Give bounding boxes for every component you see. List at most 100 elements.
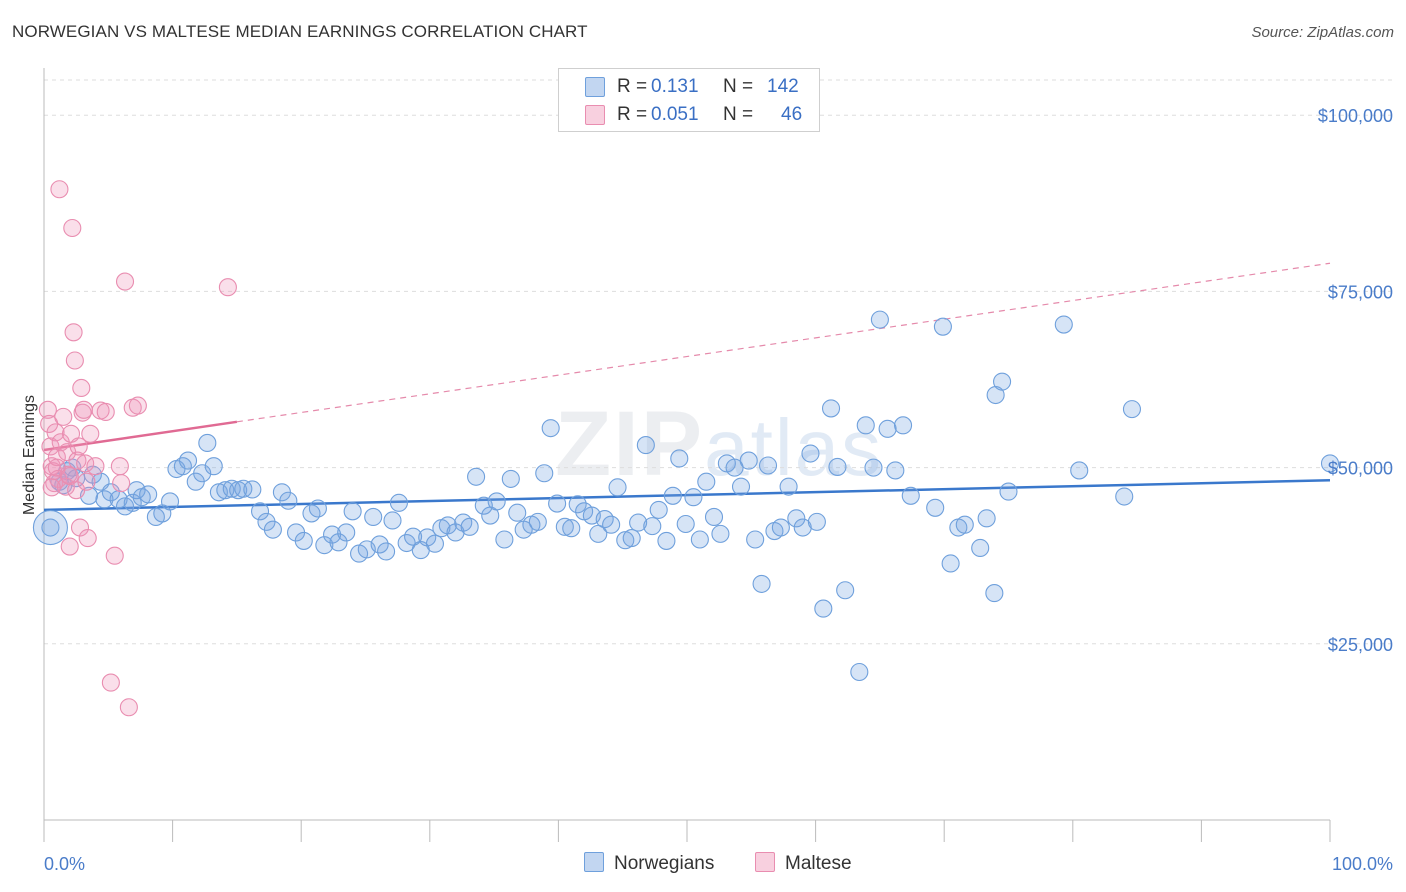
trend-line-maltese-extrapolated [236,262,1331,423]
data-point [985,584,1004,603]
data-point [74,400,93,419]
data-point [243,480,262,499]
data-point [528,512,547,531]
legend-row-norwegians: R = 0.131 N = 142 [559,73,819,99]
data-point [193,464,212,483]
data-point [343,502,362,521]
data-point [54,407,73,426]
trend-lines [43,262,1331,512]
data-point [608,478,627,497]
data-point [1115,487,1134,506]
data-point [548,494,567,513]
y-tick-label: $25,000 [1328,635,1393,655]
data-point [562,519,581,538]
watermark-atlas: atlas [704,403,884,492]
data-point [999,482,1018,501]
legend-swatch-norwegians [585,77,605,97]
data-point [690,530,709,549]
data-point [941,554,960,573]
data-point [993,372,1012,391]
data-point [771,518,790,537]
data-point [636,436,655,455]
data-point [60,467,79,486]
data-point [60,537,79,556]
data-point [76,454,95,473]
data-point [864,458,883,477]
data-point [616,531,635,550]
data-point [41,437,60,456]
data-point [78,529,97,548]
data-point [622,529,641,548]
data-point [173,457,192,476]
data-point [541,419,560,438]
data-point [46,423,65,442]
data-point [901,486,920,505]
data-point [870,310,889,329]
data-point [1122,400,1142,419]
data-point [508,503,527,522]
legend-n-label: N = [723,76,754,97]
data-point [77,472,96,491]
data-point [850,662,869,682]
data-point [801,444,820,463]
x-tick-label-max: 100.0% [1332,854,1393,874]
data-point [657,531,676,550]
data-point [971,538,990,558]
data-point [752,574,771,593]
data-point [63,218,82,238]
data-point [69,437,88,456]
bottom-legend-label: Norwegians [614,853,715,874]
data-point [38,400,57,419]
data-point [676,514,695,534]
data-point [250,502,270,521]
bottom-swatch-norwegians [584,852,604,872]
data-point [878,419,897,438]
data-point [337,523,356,542]
data-point [779,477,798,496]
data-point [42,478,61,497]
legend-n-value: 142 [767,76,799,97]
data-point [856,416,875,435]
data-point [110,457,129,476]
data-point [96,402,115,421]
bottom-swatch-maltese [755,852,775,872]
data-point [535,464,554,483]
y-tick-label: $100,000 [1318,106,1393,126]
data-point [50,180,69,199]
data-point-large [32,509,68,546]
legend-n-label: N = [723,104,754,125]
legend-row-maltese: R = 0.051 N = 46 [559,101,819,127]
data-point [629,513,648,532]
data-point [389,493,408,512]
data-point [101,483,120,502]
chart-source: Source: ZipAtlas.com [1251,24,1394,41]
axes [43,68,1330,821]
data-point [649,500,668,519]
legend-swatch-maltese [585,105,605,125]
data-point [370,535,389,554]
data-point [160,492,180,511]
data-point [404,527,423,546]
data-point [933,317,952,336]
data-point [670,449,689,468]
data-point [746,530,765,549]
data-point [115,272,135,291]
trend-line-maltese [43,420,238,452]
data-point [279,491,298,510]
data-point [697,472,716,491]
data-point [425,534,444,553]
data-point [704,507,724,527]
data-point [81,424,100,443]
maltese-points [38,180,237,717]
data-point [663,486,682,505]
data-point [438,516,457,535]
data-point [814,599,833,618]
data-point [47,458,66,477]
data-point [807,512,826,531]
data-point [95,490,114,509]
data-point [501,469,520,488]
data-point [56,477,75,496]
bottom-legend-label: Maltese [785,853,852,874]
data-point [112,474,131,493]
